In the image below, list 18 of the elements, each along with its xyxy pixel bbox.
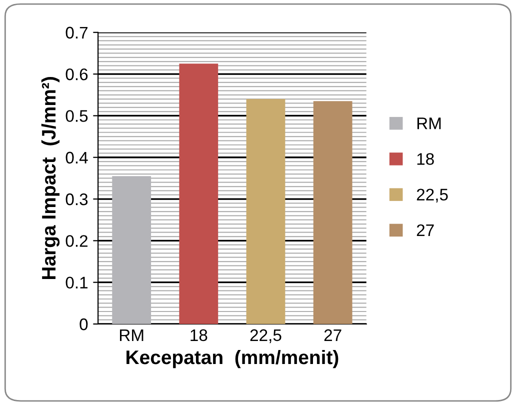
y-tick-label: 0.2: [66, 235, 88, 247]
x-axis-title: Kecepatan (mm/menit): [126, 350, 338, 368]
legend-label: 27: [416, 224, 434, 236]
legend-label: 22,5: [416, 188, 448, 202]
y-tick-label: 0.4: [66, 152, 88, 164]
x-tick-label: RM: [120, 329, 144, 341]
legend-label: 18: [417, 153, 434, 165]
legend-label: RM: [417, 118, 441, 130]
x-tick-label: 27: [324, 329, 342, 341]
x-tick-label: 22,5: [250, 329, 282, 344]
y-tick-label: 0: [80, 318, 88, 330]
y-tick-label: 0.7: [66, 26, 88, 39]
y-tick-label: 0.6: [66, 68, 88, 80]
y-tick-label: 0.5: [66, 110, 88, 122]
y-axis-title: Harga Impact (J/mm²): [41, 77, 60, 280]
x-tick-label: 18: [190, 329, 208, 342]
y-tick-label: 0.1: [66, 276, 88, 289]
y-tick-label: 0.3: [66, 193, 88, 206]
